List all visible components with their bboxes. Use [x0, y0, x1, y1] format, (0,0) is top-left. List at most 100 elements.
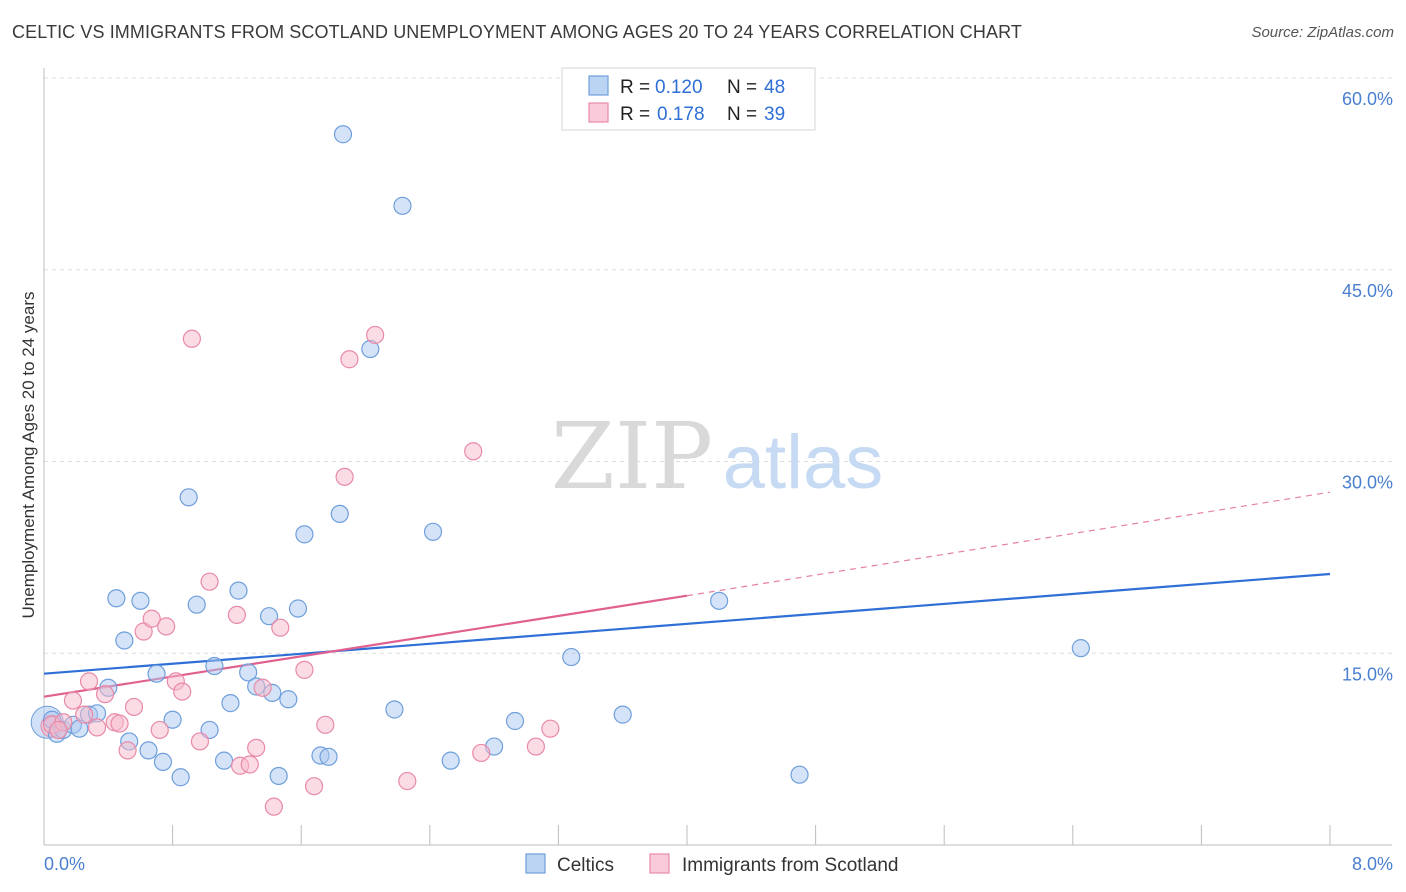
chart-title: CELTIC VS IMMIGRANTS FROM SCOTLAND UNEMP… — [12, 22, 1022, 42]
y-tick-label: 60.0% — [1342, 89, 1393, 109]
legend-n-value-2: 39 — [764, 104, 785, 125]
axes — [43, 68, 1392, 846]
point-celtics — [330, 504, 349, 524]
point-celtics — [214, 751, 234, 770]
point-scotland — [340, 350, 359, 369]
grid — [44, 77, 1392, 654]
point-celtics — [107, 589, 126, 608]
point-scotland — [541, 719, 560, 738]
bottom-legend-celtics: Celtics — [557, 855, 614, 876]
trend-line-scotland-extension — [686, 491, 1331, 597]
point-scotland — [227, 605, 246, 625]
point-scotland — [240, 755, 259, 774]
x-tick-label: 0.0% — [44, 854, 85, 874]
scatter-points — [30, 125, 1090, 816]
legend-swatch-celtics — [588, 75, 609, 96]
point-celtics — [562, 647, 581, 667]
point-celtics — [319, 747, 338, 766]
trend-line-scotland — [43, 594, 688, 698]
point-celtics — [423, 522, 443, 541]
point-scotland — [335, 467, 354, 486]
watermark: ZIP atlas — [551, 403, 883, 510]
point-celtics — [505, 711, 525, 731]
point-celtics — [179, 488, 198, 507]
legend-swatch-scotland — [588, 102, 609, 123]
point-scotland — [472, 743, 491, 763]
point-celtics — [279, 690, 298, 709]
point-scotland — [182, 329, 201, 348]
point-scotland — [190, 732, 210, 751]
point-scotland — [398, 771, 417, 791]
point-celtics — [171, 768, 190, 787]
point-celtics — [205, 656, 224, 676]
y-tick-label: 30.0% — [1342, 473, 1393, 493]
watermark-atlas: atlas — [723, 420, 884, 505]
bottom-legend-scotland: Immigrants from Scotland — [682, 855, 898, 876]
point-scotland — [150, 720, 169, 740]
bottom-legend-swatch-celtics — [525, 853, 546, 874]
point-celtics — [147, 664, 166, 683]
point-scotland — [134, 622, 153, 641]
legend-r-label-2: R = — [620, 104, 650, 125]
trend-line-celtics — [43, 572, 1331, 675]
point-celtics — [131, 591, 150, 610]
point-scotland — [173, 682, 192, 701]
point-scotland — [264, 797, 283, 816]
point-celtics — [115, 631, 134, 650]
y-tick-label: 45.0% — [1342, 281, 1393, 301]
bottom-legend-swatch-scotland — [649, 853, 670, 874]
point-celtics — [295, 525, 314, 544]
point-scotland — [142, 609, 161, 628]
point-scotland — [157, 617, 176, 636]
point-scotland — [304, 777, 324, 796]
point-celtics — [229, 581, 248, 600]
point-scotland — [295, 660, 314, 679]
legend: R = 0.120 N = 48 R = 0.178 N = 39 — [561, 67, 816, 131]
point-scotland — [49, 720, 68, 740]
x-tick-label: 8.0% — [1352, 854, 1393, 874]
point-celtics — [393, 196, 412, 215]
point-celtics — [269, 766, 288, 786]
point-celtics — [239, 663, 258, 682]
legend-r-value-1: 0.120 — [655, 77, 703, 98]
point-celtics — [187, 595, 206, 614]
point-scotland — [75, 705, 94, 724]
point-celtics — [613, 705, 632, 724]
tick-labels: 15.0% 30.0% 45.0% 60.0% 0.0% 8.0% — [44, 89, 1393, 874]
point-celtics — [790, 765, 809, 784]
point-scotland — [271, 618, 290, 637]
legend-n-label-1: N = — [727, 77, 757, 98]
y-tick-label: 15.0% — [1342, 664, 1393, 684]
point-celtics — [288, 599, 308, 618]
legend-n-value-1: 48 — [764, 77, 785, 98]
point-celtics — [153, 752, 173, 772]
point-scotland — [118, 741, 137, 760]
point-scotland — [63, 691, 83, 710]
point-scotland — [366, 325, 385, 345]
point-scotland — [316, 715, 335, 734]
point-celtics — [163, 710, 182, 729]
legend-r-value-2: 0.178 — [657, 104, 705, 125]
point-scotland — [95, 685, 115, 704]
point-scotland — [253, 678, 272, 697]
point-scotland — [526, 737, 545, 756]
point-scotland — [87, 718, 107, 737]
legend-r-label-1: R = — [620, 77, 650, 98]
point-scotland — [79, 672, 99, 691]
point-scotland — [200, 572, 219, 591]
point-scotland — [124, 697, 144, 717]
point-scotland — [110, 714, 129, 733]
point-scotland — [464, 442, 483, 461]
point-celtics — [1071, 639, 1090, 658]
point-celtics — [385, 700, 404, 719]
watermark-zip: ZIP — [551, 403, 713, 510]
legend-n-label-2: N = — [727, 104, 757, 125]
bottom-legend: Celtics Immigrants from Scotland — [525, 853, 898, 876]
point-celtics — [710, 591, 729, 610]
y-axis-label: Unemployment Among Ages 20 to 24 years — [19, 292, 38, 619]
point-celtics — [333, 125, 353, 144]
point-celtics — [221, 694, 240, 713]
point-celtics — [139, 741, 158, 760]
point-celtics — [441, 751, 460, 770]
